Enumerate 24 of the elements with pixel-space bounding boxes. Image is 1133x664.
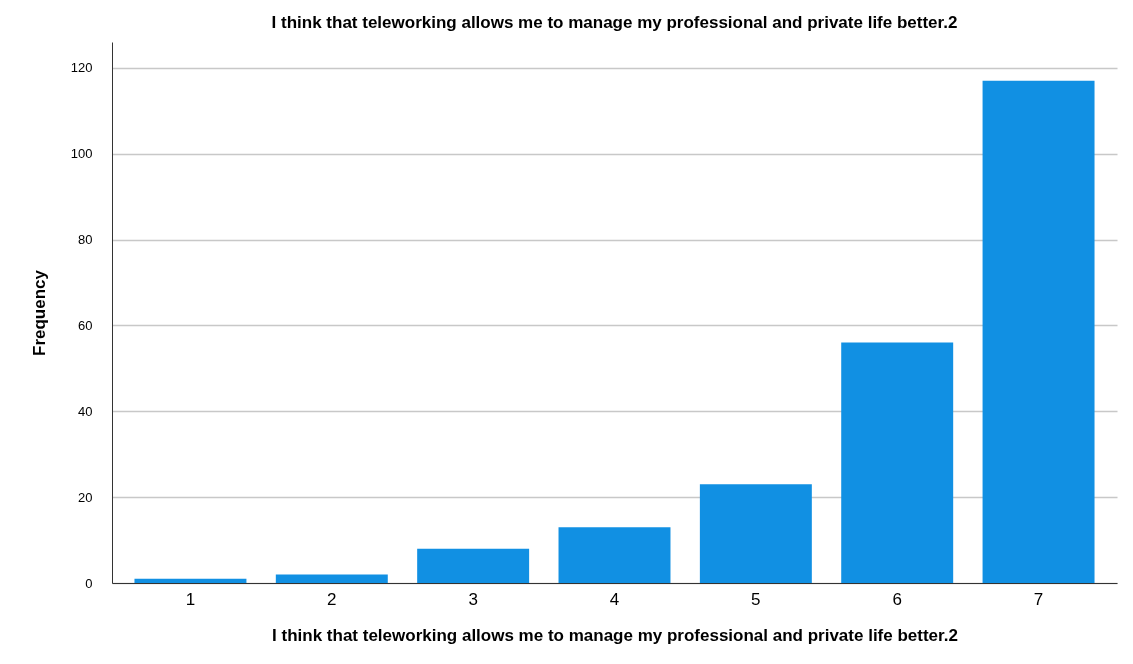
x-tick-label: 2 bbox=[327, 589, 337, 609]
x-axis-title: I think that teleworking allows me to manage my professional and private life better.2 bbox=[272, 625, 958, 645]
x-tick-label: 4 bbox=[609, 589, 620, 609]
bar bbox=[558, 527, 671, 583]
x-tick-label: 1 bbox=[185, 589, 196, 609]
x-tick-label: 5 bbox=[751, 589, 761, 609]
x-tick-label: 3 bbox=[468, 589, 478, 609]
x-tick-label: 6 bbox=[892, 589, 902, 609]
bar bbox=[417, 548, 530, 583]
bar bbox=[699, 484, 812, 583]
y-tick-label: 60 bbox=[78, 317, 93, 333]
bar bbox=[275, 574, 388, 583]
y-tick-label: 100 bbox=[70, 146, 93, 162]
chart-title: I think that teleworking allows me to manage my professional and private life better.2 bbox=[271, 13, 958, 32]
y-tick-label: 20 bbox=[78, 489, 93, 505]
bar bbox=[982, 80, 1095, 583]
y-tick-label: 40 bbox=[78, 403, 93, 419]
bar bbox=[841, 342, 954, 583]
x-tick-label: 7 bbox=[1033, 589, 1044, 609]
bar bbox=[134, 578, 247, 583]
y-tick-label: 80 bbox=[78, 232, 93, 248]
y-tick-label: 120 bbox=[70, 60, 93, 76]
y-axis-title: Frequency bbox=[29, 269, 49, 356]
y-tick-label: 0 bbox=[85, 575, 93, 591]
